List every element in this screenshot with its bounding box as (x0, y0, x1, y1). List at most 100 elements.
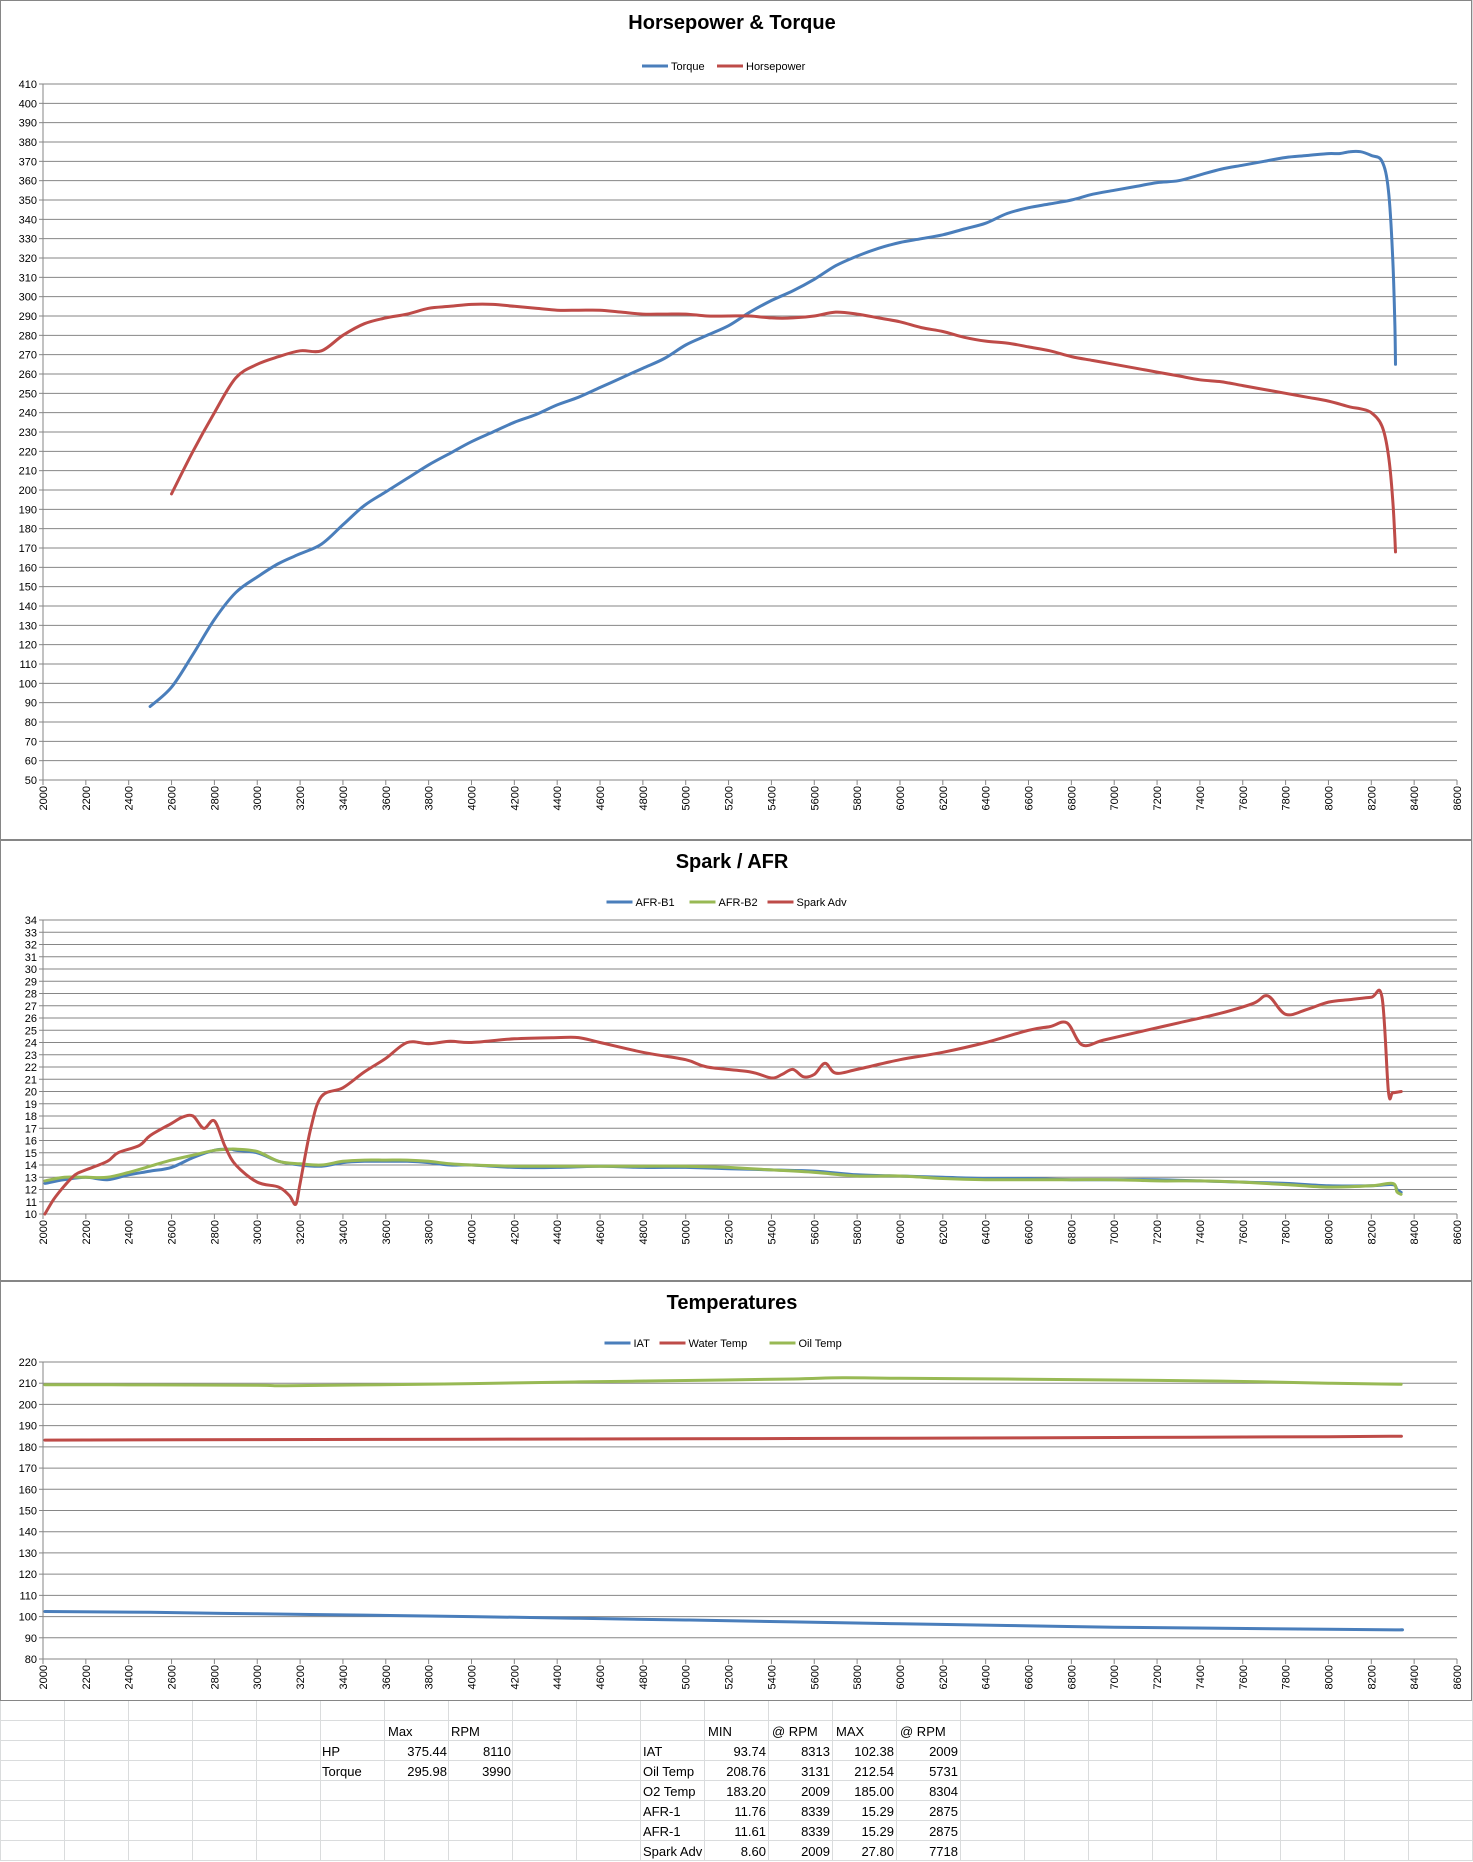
x-tick-label: 8400 (1409, 1220, 1421, 1244)
x-tick-label: 6200 (938, 786, 950, 810)
y-tick-label: 80 (25, 717, 37, 729)
x-tick-label: 7800 (1281, 1665, 1293, 1689)
summary-minmax-row-label: O2 Temp (643, 1784, 696, 1799)
legend-label: IAT (634, 1338, 651, 1350)
x-tick-label: 4000 (466, 1220, 478, 1244)
x-tick-label: 6600 (1024, 1665, 1036, 1689)
y-tick-label: 10 (25, 1209, 37, 1221)
legend-label: Water Temp (689, 1338, 748, 1350)
legend-item[interactable]: AFR-B2 (689, 897, 758, 909)
x-tick-label: 4800 (638, 1220, 650, 1244)
x-tick-label: 6400 (981, 1220, 993, 1244)
x-tick-label: 4400 (552, 1220, 564, 1244)
x-tick-label: 6200 (938, 1220, 950, 1244)
series-line[interactable] (43, 1376, 1403, 1388)
summary-max-row-max: 295.98 (407, 1764, 447, 1779)
y-tick-label: 310 (19, 272, 37, 284)
y-tick-label: 24 (25, 1038, 37, 1050)
series-line[interactable] (43, 988, 1403, 1216)
x-tick-label: 6000 (895, 1220, 907, 1244)
x-tick-label: 7600 (1238, 786, 1250, 810)
y-tick-label: 190 (19, 504, 37, 516)
legend-item[interactable]: Water Temp (659, 1338, 748, 1350)
summary-max-row-rpm: 3990 (482, 1764, 511, 1779)
legend-item[interactable]: IAT (604, 1338, 651, 1350)
legend-item[interactable]: Oil Temp (769, 1338, 842, 1350)
legend-item[interactable]: Spark Adv (767, 897, 848, 909)
x-tick-label: 7600 (1238, 1665, 1250, 1689)
x-tick-label: 6800 (1066, 1220, 1078, 1244)
x-tick-label: 3600 (381, 1665, 393, 1689)
y-tick-label: 11 (26, 1197, 37, 1209)
x-tick-label: 5200 (724, 786, 736, 810)
chart-spark-afr[interactable]: Spark / AFR AFR-B1 AFR-B2 Spark Adv 10 11 12 13… (0, 840, 1472, 1281)
x-tick-label: 5800 (852, 786, 864, 810)
x-tick-label: 3000 (252, 786, 264, 810)
summary-minmax-row-label: Oil Temp (643, 1764, 695, 1779)
x-tick-label: 2000 (38, 1665, 50, 1689)
x-tick-label: 2200 (81, 1220, 93, 1244)
series-line[interactable] (43, 1610, 1404, 1632)
legend-item[interactable]: AFR-B1 (606, 897, 675, 909)
y-tick-label: 360 (19, 176, 37, 188)
x-tick-label: 5800 (852, 1665, 864, 1689)
y-tick-label: 250 (19, 388, 37, 400)
series-line[interactable] (170, 302, 1397, 554)
y-tick-label: 17 (25, 1123, 37, 1135)
y-tick-label: 100 (19, 1612, 37, 1624)
summary-minmax-row-max: 212.54 (854, 1764, 894, 1779)
y-tick-label: 25 (25, 1025, 37, 1037)
x-tick-label: 4000 (466, 786, 478, 810)
series-line[interactable] (43, 1147, 1403, 1194)
summary-minmax-row-min: 11.76 (734, 1804, 766, 1819)
x-tick-label: 4600 (595, 1665, 607, 1689)
legend-item[interactable]: Torque (642, 61, 705, 73)
y-tick-label: 20 (25, 1087, 37, 1099)
legend-label: AFR-B2 (719, 897, 758, 909)
x-tick-label: 5000 (681, 1665, 693, 1689)
x-tick-label: 3800 (424, 786, 436, 810)
y-tick-label: 28 (25, 989, 37, 1001)
x-tick-label: 3000 (252, 1220, 264, 1244)
x-tick-label: 2400 (124, 786, 136, 810)
x-tick-label: 8200 (1366, 786, 1378, 810)
y-tick-label: 170 (19, 1463, 37, 1475)
x-tick-label: 3200 (295, 1220, 307, 1244)
y-tick-label: 27 (25, 1001, 37, 1013)
summary-max-row-label: Torque (322, 1764, 362, 1779)
x-tick-label: 2600 (167, 1665, 179, 1689)
summary-minmax-row-min-rpm: 8339 (801, 1824, 830, 1839)
summary-minmax-header-max-rpm: @ RPM (900, 1724, 946, 1739)
y-tick-label: 100 (19, 678, 37, 690)
y-tick-label: 140 (19, 601, 37, 613)
chart-horsepower-torque[interactable]: Horsepower & Torque Torque Horsepower 50 60 7… (0, 0, 1472, 840)
summary-minmax-row-max-rpm: 7718 (929, 1844, 958, 1859)
y-tick-label: 120 (19, 640, 37, 652)
y-tick-label: 16 (25, 1136, 37, 1148)
summary-minmax-row-max: 102.38 (854, 1744, 894, 1759)
chart-svg: Temperatures IAT Water Temp Oil Temp 80 90 100… (19, 1292, 1464, 1689)
x-tick-label: 7000 (1109, 1220, 1121, 1244)
y-tick-label: 26 (25, 1013, 37, 1025)
x-tick-label: 3200 (295, 1665, 307, 1689)
x-tick-label: 2800 (209, 1220, 221, 1244)
summary-max-row-rpm: 8110 (483, 1744, 511, 1759)
y-tick-label: 90 (25, 698, 37, 710)
series-line[interactable] (43, 1147, 1403, 1196)
chart-temperatures[interactable]: Temperatures IAT Water Temp Oil Temp 80 90 100… (0, 1281, 1472, 1701)
x-tick-label: 7600 (1238, 1220, 1250, 1244)
y-tick-label: 23 (25, 1050, 37, 1062)
y-tick-label: 390 (19, 118, 37, 130)
x-tick-label: 7200 (1152, 1220, 1164, 1244)
x-tick-label: 3600 (381, 786, 393, 810)
legend-item[interactable]: Horsepower (717, 61, 806, 73)
x-tick-label: 7800 (1281, 786, 1293, 810)
x-tick-label: 4200 (509, 786, 521, 810)
summary-minmax-row-label: IAT (643, 1744, 663, 1759)
x-tick-label: 6600 (1024, 786, 1036, 810)
y-tick-label: 80 (25, 1654, 37, 1666)
series-line[interactable] (148, 149, 1397, 708)
x-tick-label: 4400 (552, 786, 564, 810)
summary-minmax-row-min: 183.20 (726, 1784, 766, 1799)
series-line[interactable] (43, 1434, 1403, 1442)
